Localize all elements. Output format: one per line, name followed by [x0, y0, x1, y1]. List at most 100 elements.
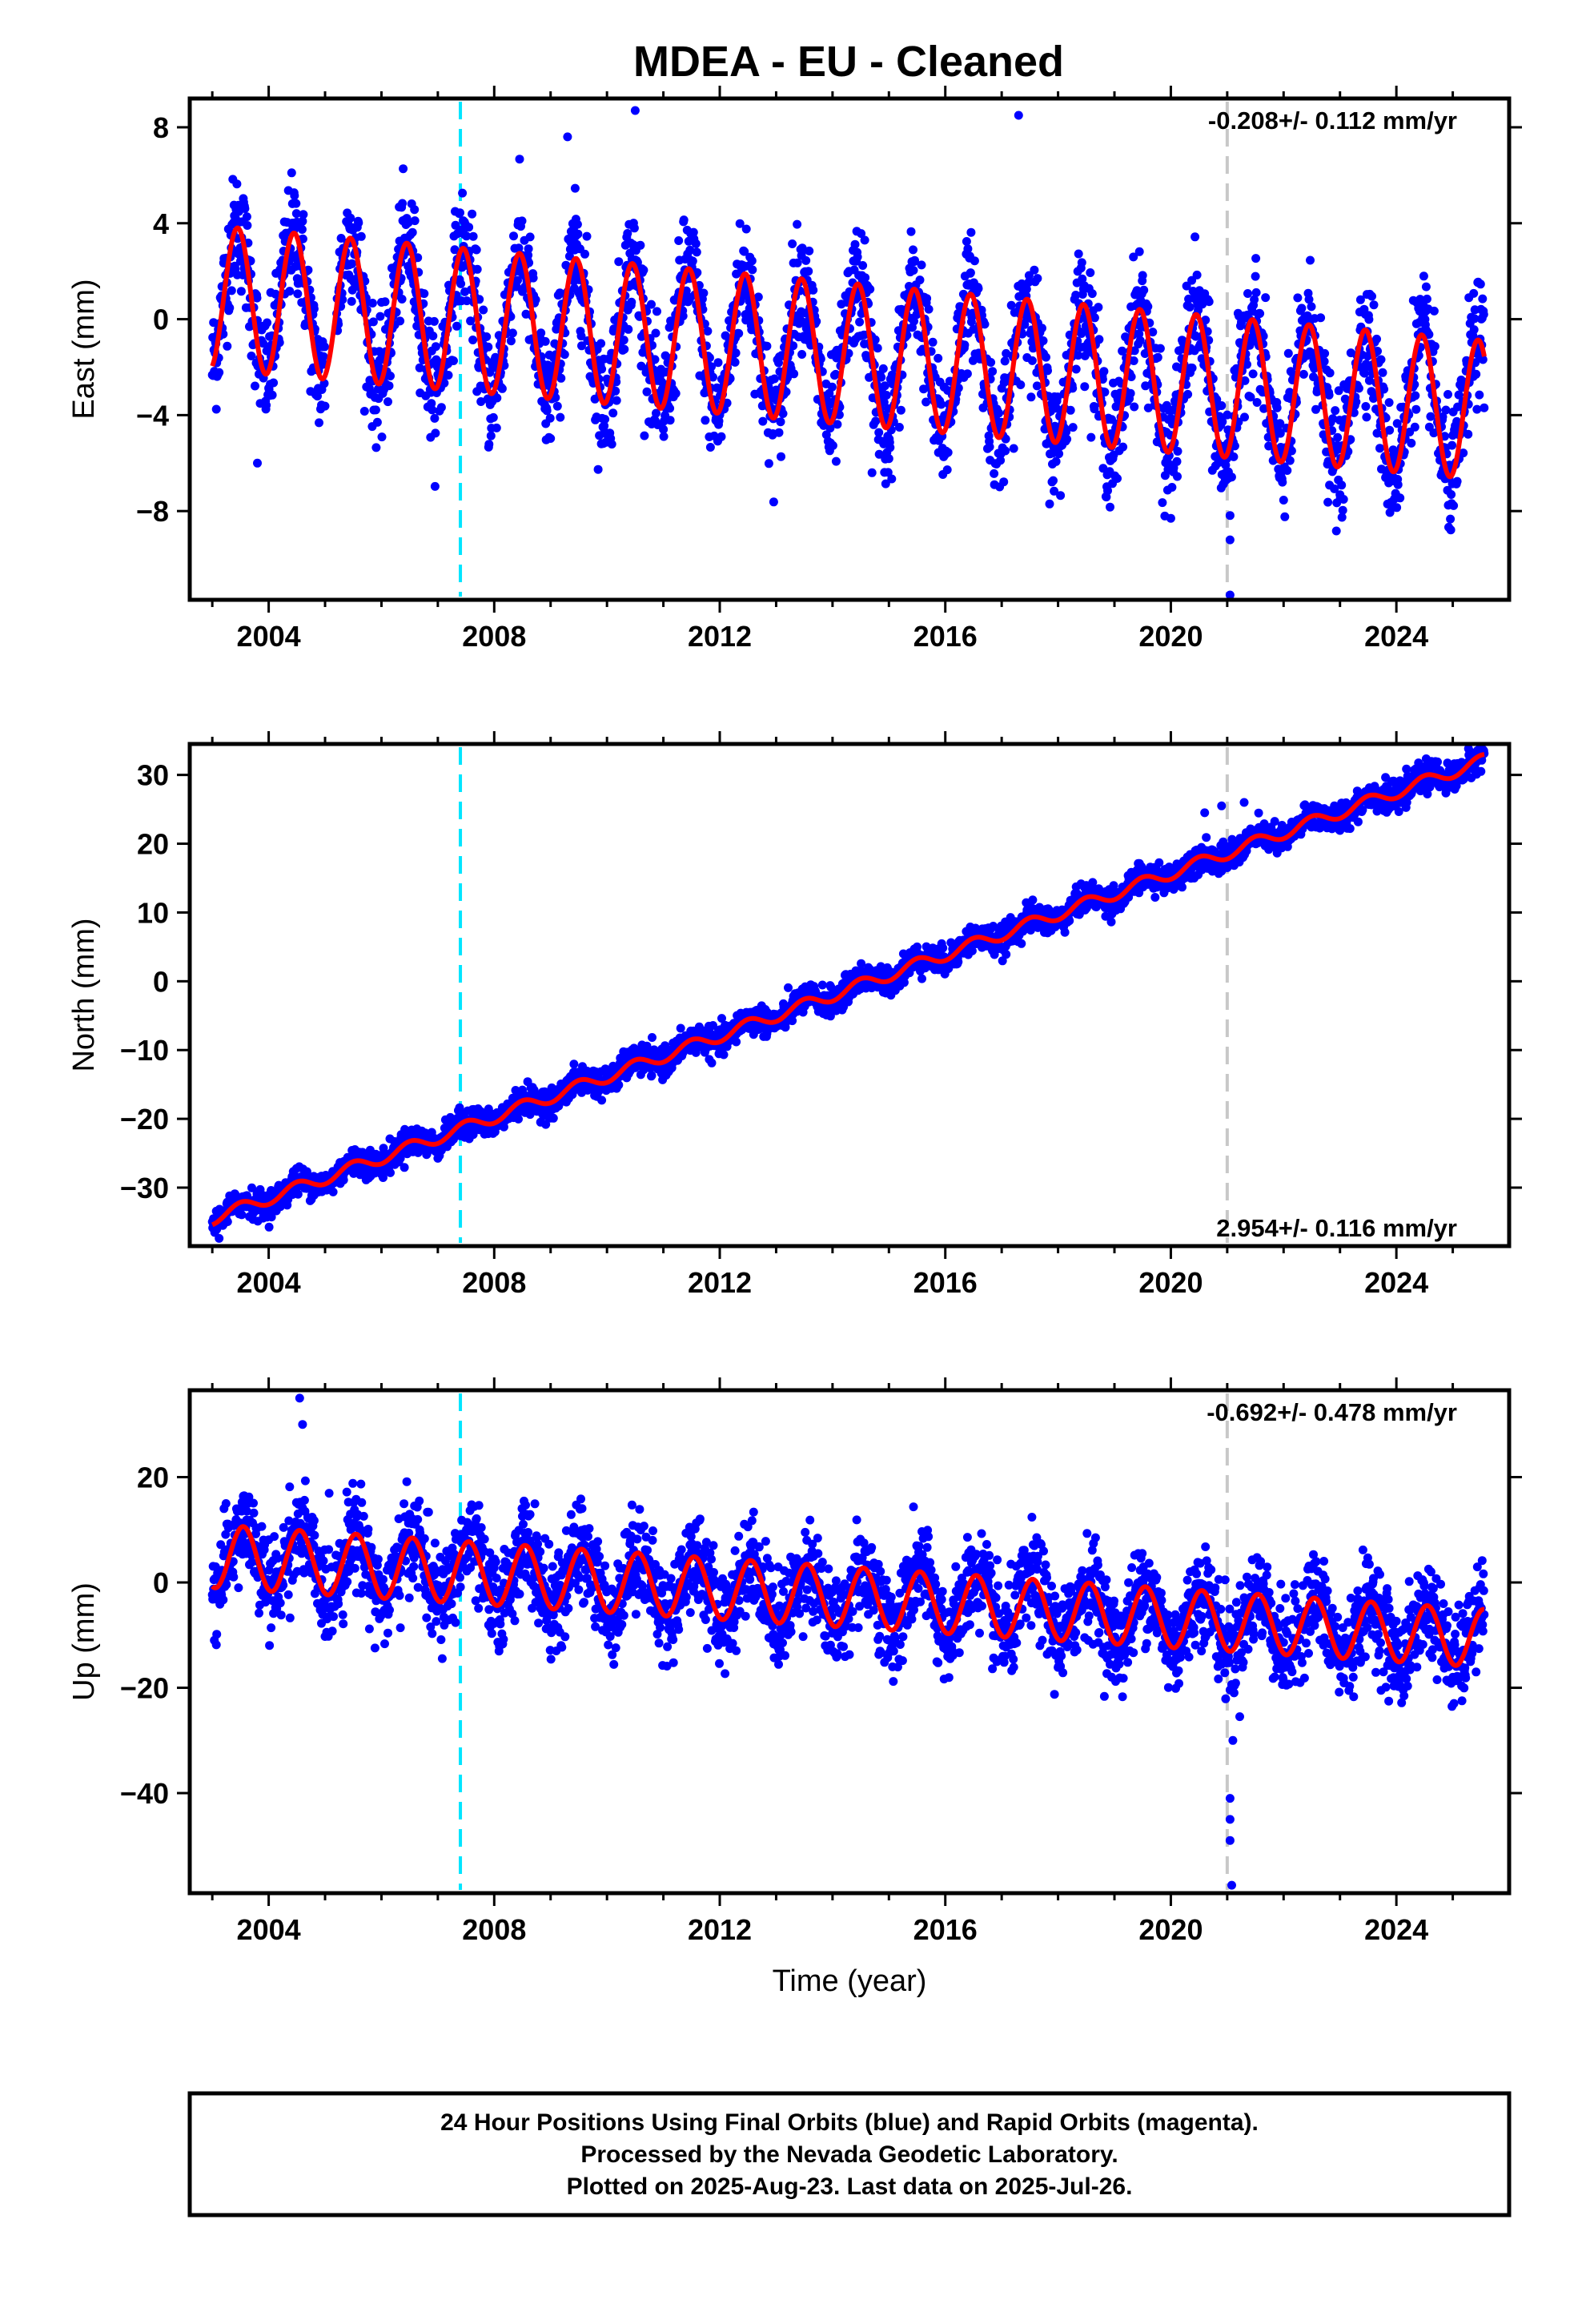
- data-point: [1032, 381, 1042, 391]
- data-point: [513, 275, 522, 285]
- data-point: [1006, 300, 1016, 310]
- data-point: [570, 183, 580, 193]
- data-point: [789, 341, 798, 351]
- data-point: [885, 443, 895, 452]
- data-point: [397, 295, 407, 304]
- data-point: [472, 264, 482, 274]
- data-point: [921, 397, 931, 407]
- data-point: [636, 361, 646, 371]
- data-point: [410, 216, 420, 226]
- data-point: [968, 356, 978, 365]
- data-point: [484, 440, 494, 449]
- data-point: [769, 497, 778, 507]
- data-point: [398, 199, 408, 208]
- data-point: [569, 1059, 579, 1069]
- data-point: [1316, 313, 1326, 323]
- data-point: [762, 341, 772, 351]
- data-point: [990, 468, 999, 478]
- data-point: [309, 304, 319, 314]
- data-point: [271, 289, 280, 299]
- data-point: [384, 381, 394, 391]
- x-tick-label: 2024: [1364, 620, 1428, 653]
- data-point: [871, 416, 881, 426]
- data-point: [1113, 474, 1122, 483]
- data-point: [1033, 274, 1042, 283]
- x-tick-label: 2004: [237, 620, 301, 653]
- data-point: [1000, 356, 1010, 366]
- data-point: [508, 328, 517, 338]
- data-point: [227, 286, 236, 296]
- data-point: [577, 341, 586, 351]
- data-point: [1464, 429, 1473, 439]
- data-point: [612, 396, 621, 405]
- data-point: [236, 287, 246, 296]
- data-point: [692, 247, 701, 257]
- data-point: [525, 232, 535, 242]
- data-point: [492, 393, 502, 403]
- data-point: [1106, 502, 1114, 512]
- data-point: [671, 388, 681, 398]
- data-point: [1143, 302, 1153, 312]
- x-tick-label: 2016: [913, 620, 978, 653]
- data-point: [1323, 497, 1333, 507]
- data-point: [486, 431, 496, 440]
- data-point: [928, 337, 938, 347]
- data-point: [1476, 279, 1485, 289]
- data-point: [410, 205, 420, 215]
- data-point: [1283, 348, 1293, 358]
- data-point: [215, 368, 224, 377]
- data-point: [563, 132, 572, 142]
- data-point: [661, 351, 670, 360]
- data-point: [883, 468, 893, 477]
- data-point: [320, 342, 329, 352]
- data-point: [884, 454, 893, 464]
- data-point: [1421, 282, 1431, 292]
- data-point: [1252, 398, 1262, 407]
- data-point: [877, 372, 886, 382]
- y-tick-label: −8: [136, 495, 169, 528]
- data-point: [313, 392, 322, 401]
- data-point: [1469, 325, 1479, 335]
- data-point: [1278, 477, 1287, 487]
- data-point: [659, 424, 669, 434]
- data-point: [420, 289, 429, 299]
- data-point: [797, 350, 807, 359]
- data-point: [472, 245, 481, 255]
- data-point: [1130, 402, 1139, 412]
- data-point: [962, 369, 972, 379]
- data-point: [1077, 258, 1086, 267]
- data-point: [861, 273, 870, 283]
- data-point: [1364, 315, 1374, 324]
- data-point: [338, 295, 347, 304]
- data-point: [1251, 254, 1261, 263]
- data-point: [980, 320, 990, 329]
- data-point: [974, 283, 983, 293]
- data-point: [970, 256, 979, 266]
- data-point: [1240, 412, 1249, 422]
- data-point: [1138, 271, 1147, 280]
- data-point: [741, 224, 751, 234]
- data-point: [371, 405, 380, 415]
- data-point: [1229, 452, 1239, 461]
- data-point: [1134, 247, 1144, 256]
- data-point: [809, 285, 818, 295]
- data-point: [468, 231, 478, 241]
- data-point: [614, 257, 624, 267]
- data-point: [456, 279, 466, 288]
- data-point: [546, 434, 556, 443]
- data-point: [1167, 483, 1177, 492]
- data-point: [943, 448, 953, 457]
- data-point: [1026, 392, 1036, 402]
- y-tick-label: 0: [153, 304, 169, 336]
- data-point: [1419, 271, 1428, 281]
- data-point: [1362, 412, 1371, 422]
- data-point: [262, 400, 271, 410]
- data-point: [1155, 344, 1165, 353]
- data-point: [449, 356, 458, 365]
- data-point: [225, 303, 235, 312]
- data-point: [881, 479, 890, 489]
- data-point: [1043, 366, 1052, 376]
- data-point: [291, 199, 301, 208]
- data-point: [491, 352, 500, 362]
